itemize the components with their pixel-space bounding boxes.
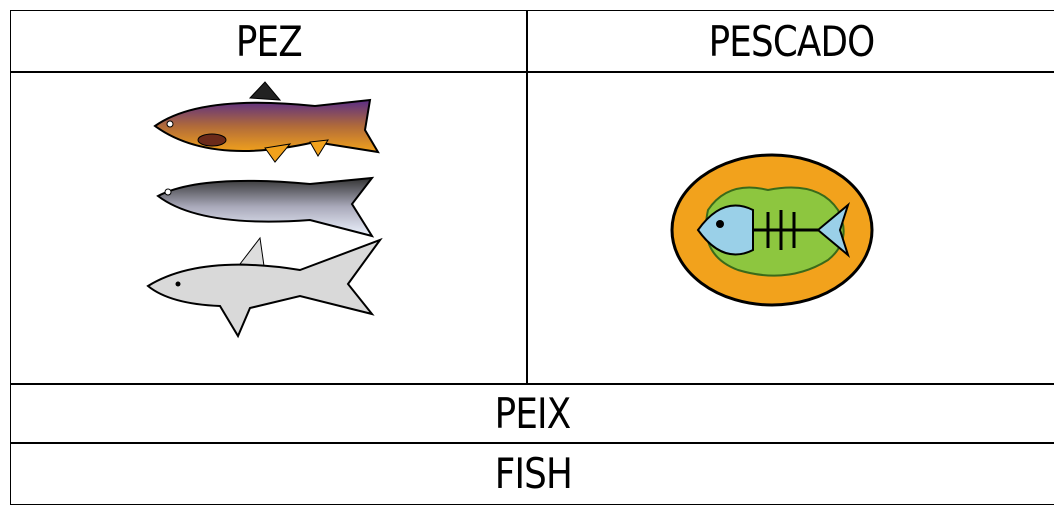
cell-text: PESCADO xyxy=(708,17,875,66)
dish-illustration xyxy=(670,153,874,307)
cell-text: FISH xyxy=(494,449,572,498)
image-cell xyxy=(10,71,528,385)
cell-text: PEIX xyxy=(495,389,572,438)
table-cell: PEZ xyxy=(10,10,528,73)
cell-text: PEZ xyxy=(235,17,303,66)
table-cell: PEIX xyxy=(10,383,1054,444)
image-cell xyxy=(526,71,1054,385)
fish-illustration xyxy=(146,81,383,339)
table-cell: FISH xyxy=(10,442,1054,505)
table-cell: PESCADO xyxy=(526,10,1054,73)
